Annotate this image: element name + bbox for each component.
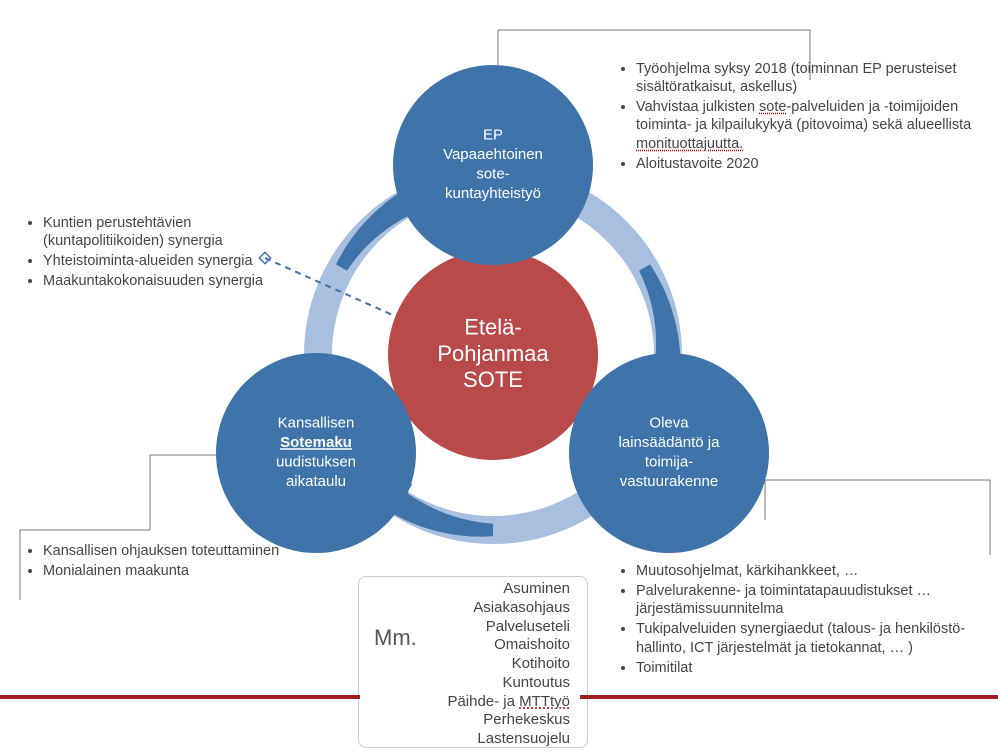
svg-text:Vapaaehtoinen: Vapaaehtoinen bbox=[443, 146, 543, 163]
svg-text:Oleva: Oleva bbox=[649, 415, 689, 432]
svg-text:Pohjanmaa: Pohjanmaa bbox=[437, 341, 549, 366]
svg-text:SOTE: SOTE bbox=[463, 367, 523, 392]
mm-list-item: Lastensuojelu bbox=[358, 730, 570, 749]
mm-list-item: Perhekeskus bbox=[358, 711, 570, 730]
bullets-mid-left: Kuntien perustehtävien (kuntapolitiikoid… bbox=[25, 214, 275, 293]
bullets-bottom-right: Muutosohjelmat, kärkihankkeet, … Palvelur… bbox=[618, 562, 990, 679]
mm-list-item: Asuminen bbox=[358, 580, 570, 599]
bullets-top-right: Työohjelma syksy 2018 (toiminnan EP peru… bbox=[618, 60, 990, 175]
bullet-item: Vahvistaa julkisten sote-palveluiden ja … bbox=[636, 98, 990, 152]
mm-list-item: Palveluseteli bbox=[358, 618, 570, 637]
bullet-item: Kuntien perustehtävien (kuntapolitiikoid… bbox=[43, 214, 275, 250]
svg-text:toimija-: toimija- bbox=[645, 454, 693, 471]
svg-text:sote-: sote- bbox=[476, 166, 509, 183]
mm-list-item: Päihde- ja MTTtyö bbox=[358, 693, 570, 712]
bullet-item: Aloitustavoite 2020 bbox=[636, 155, 990, 173]
mm-list-item: Kuntoutus bbox=[358, 674, 570, 693]
mm-list: AsuminenAsiakasohjausPalveluseteliOmaish… bbox=[358, 580, 570, 749]
bullet-item: Kansallisen ohjauksen toteuttaminen bbox=[43, 542, 285, 560]
svg-text:Etelä-: Etelä- bbox=[464, 314, 521, 339]
bullet-item: Toimitilat bbox=[636, 659, 990, 677]
mm-list-item: Kotihoito bbox=[358, 655, 570, 674]
footer-red-bar-left bbox=[0, 695, 360, 699]
svg-text:Kansallisen: Kansallisen bbox=[278, 415, 355, 432]
svg-text:aikataulu: aikataulu bbox=[286, 473, 346, 490]
mm-list-item: Asiakasohjaus bbox=[358, 599, 570, 618]
bullet-item: Tukipalveluiden synergiaedut (talous- ja… bbox=[636, 620, 990, 656]
svg-text:kuntayhteistyö: kuntayhteistyö bbox=[445, 185, 541, 202]
svg-text:lainsäädäntö ja: lainsäädäntö ja bbox=[619, 434, 721, 451]
bullet-item: Muutosohjelmat, kärkihankkeet, … bbox=[636, 562, 990, 580]
bullet-item: Työohjelma syksy 2018 (toiminnan EP peru… bbox=[636, 60, 990, 96]
bullet-item: Maakuntakokonaisuuden synergia bbox=[43, 272, 275, 290]
svg-text:uudistuksen: uudistuksen bbox=[276, 454, 356, 471]
bullet-item: Monialainen maakunta bbox=[43, 562, 285, 580]
svg-text:vastuurakenne: vastuurakenne bbox=[620, 473, 718, 490]
bullet-item: Palvelurakenne- ja toimintatapauudistuks… bbox=[636, 582, 990, 618]
svg-text:Sotemaku: Sotemaku bbox=[280, 434, 352, 451]
bullets-bottom-left: Kansallisen ohjauksen toteuttaminen Monia… bbox=[25, 542, 285, 582]
mm-list-item: Omaishoito bbox=[358, 636, 570, 655]
svg-text:EP: EP bbox=[483, 127, 503, 144]
footer-red-bar-right bbox=[580, 695, 998, 699]
bullet-item: Yhteistoiminta-alueiden synergia bbox=[43, 252, 275, 270]
